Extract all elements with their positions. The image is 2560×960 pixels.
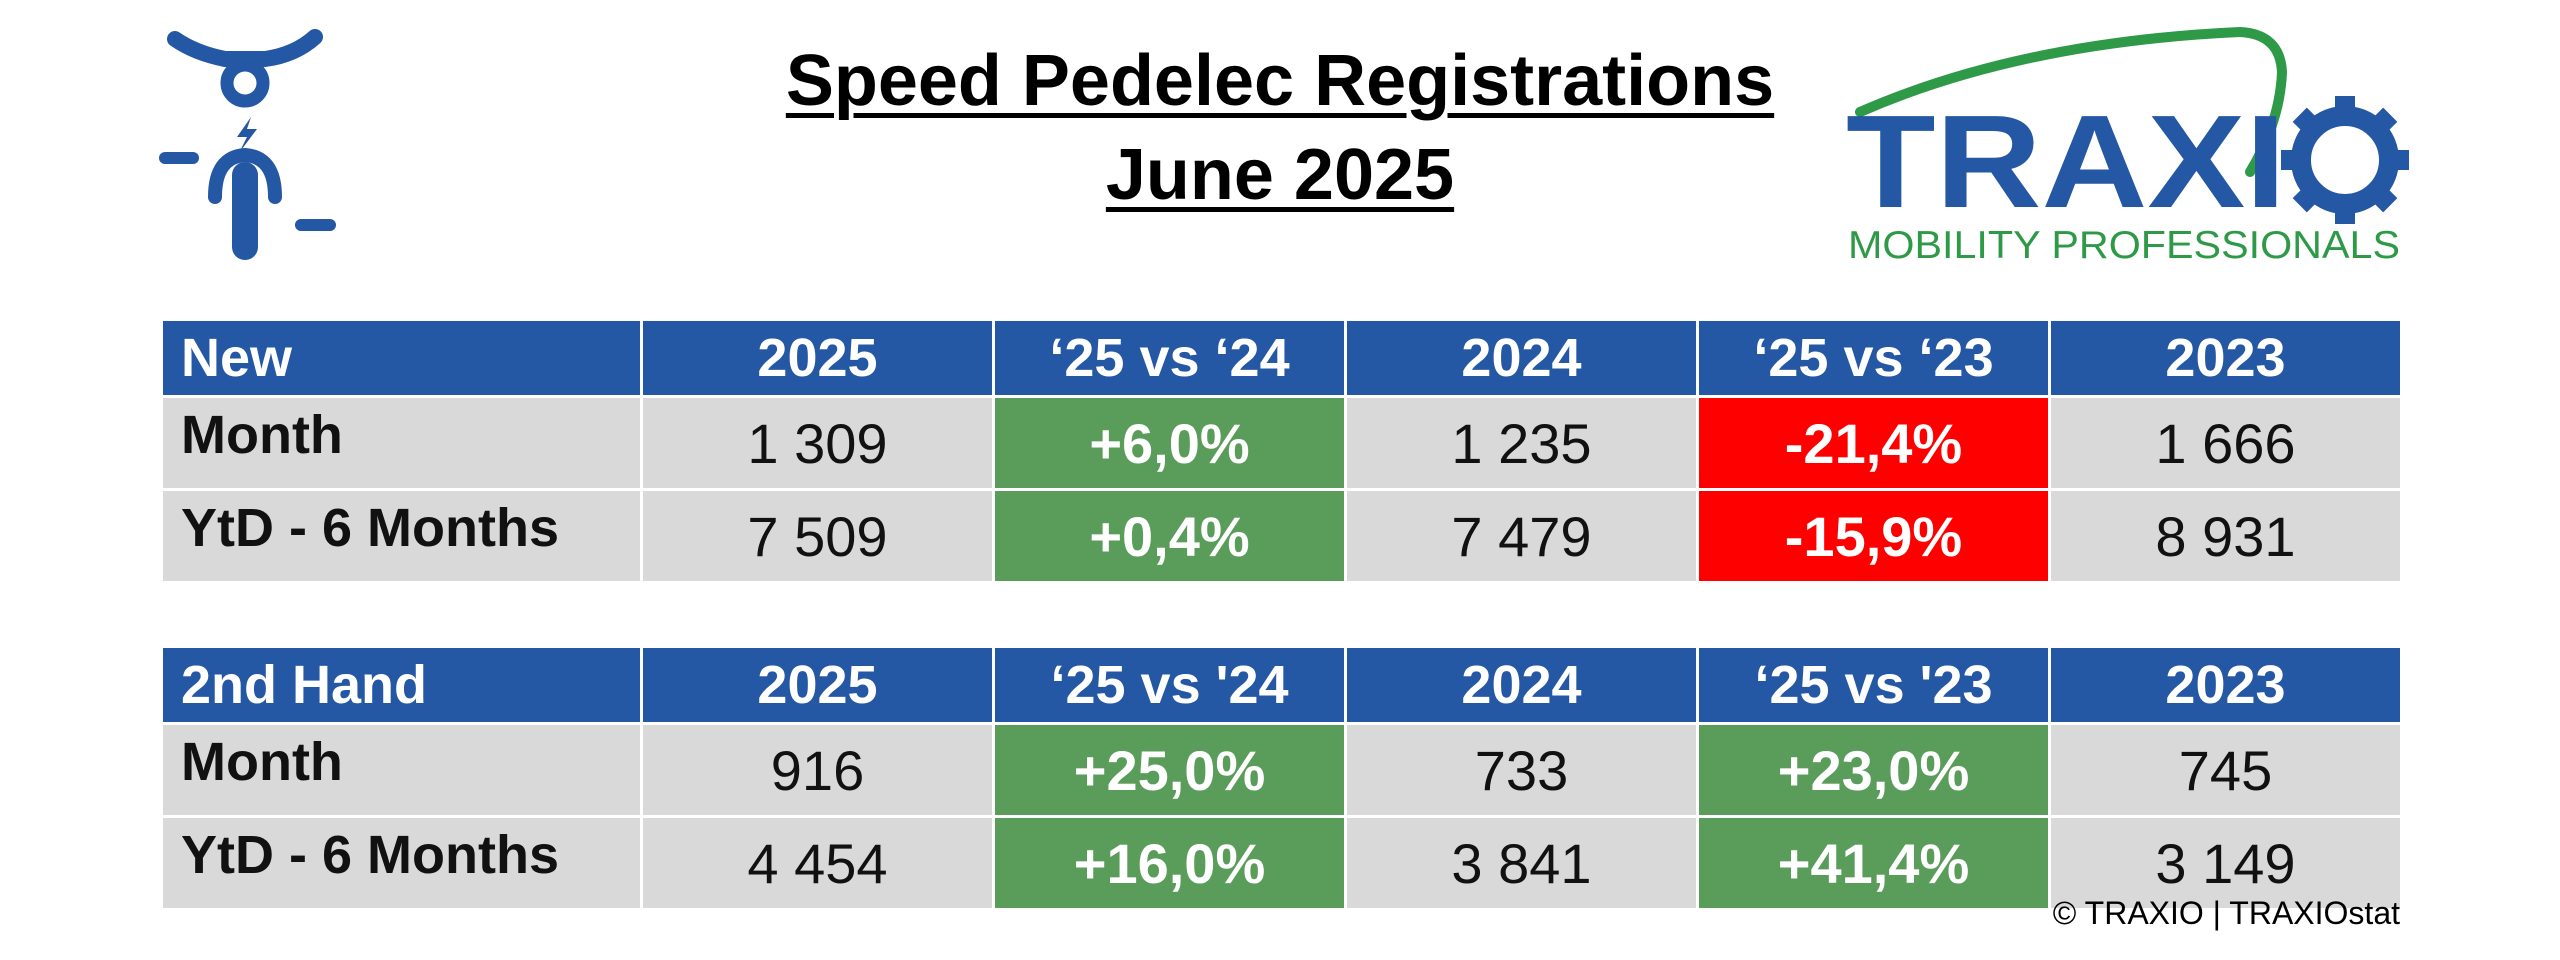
change-vs-2024: +25,0%: [992, 722, 1347, 818]
change-vs-2023: +41,4%: [1696, 815, 2051, 911]
change-vs-2023: +23,0%: [1696, 722, 2051, 818]
svg-text:TRAXI: TRAXI: [1846, 88, 2286, 235]
title-line-2: June 2025: [1105, 135, 1455, 215]
value-2025: 916: [640, 722, 995, 818]
header-category: New: [160, 318, 643, 398]
table-row: YtD - 6 Months 7 509 +0,4% 7 479 -15,9% …: [160, 488, 2403, 584]
table-header-row: New 2025 ‘25 vs ‘24 2024 ‘25 vs ‘23 2023: [160, 318, 2403, 398]
table-row: Month 916 +25,0% 733 +23,0% 745: [160, 722, 2403, 818]
page-title: Speed Pedelec Registrations June 2025: [640, 34, 1920, 222]
speed-pedelec-rider-icon: [155, 25, 345, 265]
value-2025: 1 309: [640, 395, 995, 491]
header-25-vs-23: ‘25 vs ‘23: [1696, 318, 2051, 398]
header-2023: 2023: [2048, 645, 2403, 725]
header-25-vs-24: ‘25 vs ‘24: [992, 318, 1347, 398]
row-label: Month: [160, 722, 643, 818]
value-2023: 1 666: [2048, 395, 2403, 491]
value-2025: 7 509: [640, 488, 995, 584]
logo-tagline: MOBILITY PROFESSIONALS: [1848, 224, 2400, 267]
header-2025: 2025: [640, 318, 995, 398]
row-label: YtD - 6 Months: [160, 488, 643, 584]
row-label: Month: [160, 395, 643, 491]
header-2024: 2024: [1344, 318, 1699, 398]
title-line-1: Speed Pedelec Registrations: [785, 41, 1775, 121]
header-2024: 2024: [1344, 645, 1699, 725]
change-vs-2024: +16,0%: [992, 815, 1347, 911]
change-vs-2024: +0,4%: [992, 488, 1347, 584]
change-vs-2023: -21,4%: [1696, 395, 2051, 491]
second-hand-registrations-table: 2nd Hand 2025 ‘25 vs '24 2024 ‘25 vs '23…: [160, 645, 2403, 911]
value-2025: 4 454: [640, 815, 995, 911]
value-2024: 1 235: [1344, 395, 1699, 491]
header-category: 2nd Hand: [160, 645, 643, 725]
value-2023: 3 149: [2048, 815, 2403, 911]
new-registrations-table: New 2025 ‘25 vs ‘24 2024 ‘25 vs ‘23 2023…: [160, 318, 2403, 584]
copyright-notice: © TRAXIO | TRAXIOstat: [2052, 895, 2400, 931]
header-2023: 2023: [2048, 318, 2403, 398]
header-25-vs-24: ‘25 vs '24: [992, 645, 1347, 725]
value-2024: 7 479: [1344, 488, 1699, 584]
value-2023: 745: [2048, 722, 2403, 818]
value-2024: 3 841: [1344, 815, 1699, 911]
table-row: Month 1 309 +6,0% 1 235 -21,4% 1 666: [160, 395, 2403, 491]
change-vs-2023: -15,9%: [1696, 488, 2051, 584]
table-header-row: 2nd Hand 2025 ‘25 vs '24 2024 ‘25 vs '23…: [160, 645, 2403, 725]
change-vs-2024: +6,0%: [992, 395, 1347, 491]
row-label: YtD - 6 Months: [160, 815, 643, 911]
table-row: YtD - 6 Months 4 454 +16,0% 3 841 +41,4%…: [160, 815, 2403, 911]
header-25-vs-23: ‘25 vs '23: [1696, 645, 2051, 725]
traxio-logo: TRAXI MOBILITY PROFESSIONALS: [1840, 22, 2410, 267]
value-2023: 8 931: [2048, 488, 2403, 584]
value-2024: 733: [1344, 722, 1699, 818]
header-2025: 2025: [640, 645, 995, 725]
